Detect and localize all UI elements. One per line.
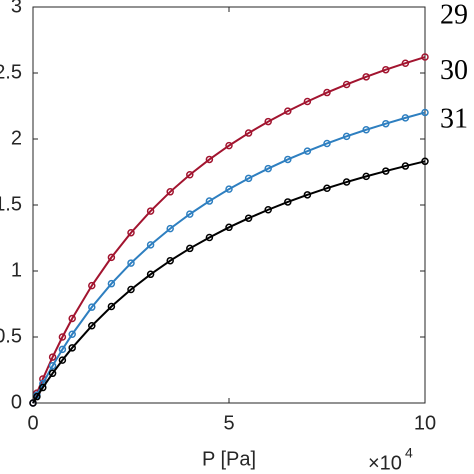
x-exponent: 4 — [405, 445, 413, 461]
series-line — [32, 111, 426, 404]
data-point — [225, 185, 233, 193]
y-tick-label: 3 — [11, 0, 22, 17]
data-point — [401, 162, 410, 170]
data-point — [146, 270, 155, 279]
data-point — [225, 141, 233, 150]
data-point — [68, 330, 76, 338]
data-point — [205, 197, 214, 205]
data-point — [421, 108, 429, 117]
data-point — [146, 207, 155, 215]
x-tick-label: 10 — [414, 412, 436, 434]
data-point — [127, 259, 135, 267]
data-point — [264, 206, 272, 214]
plot-frame — [32, 6, 426, 404]
y-tick-label: 2.5 — [0, 61, 22, 83]
series-label: 31 — [440, 104, 468, 135]
data-point — [186, 244, 194, 253]
data-point — [166, 224, 174, 233]
data-point — [127, 285, 135, 294]
data-point — [264, 164, 272, 173]
x-tick-label: 0 — [27, 412, 38, 434]
data-point — [342, 132, 351, 141]
data-point — [342, 178, 351, 186]
data-point — [303, 147, 312, 155]
data-point — [362, 73, 370, 81]
data-point — [58, 356, 67, 364]
y-tick-label: 1 — [11, 259, 22, 281]
data-point — [362, 126, 370, 134]
data-point — [284, 107, 292, 115]
data-point — [58, 345, 67, 354]
data-point — [186, 210, 194, 218]
data-point — [284, 155, 292, 164]
y-tick-label: 2 — [11, 127, 22, 149]
data-point — [225, 223, 233, 232]
data-point — [127, 228, 135, 237]
x-tick-label: 5 — [223, 412, 234, 434]
data-point — [244, 214, 253, 222]
data-point — [39, 383, 47, 392]
x-axis-label: P [Pa] — [202, 448, 256, 470]
data-point — [421, 157, 429, 166]
data-point — [303, 191, 312, 199]
data-point — [186, 171, 194, 179]
data-point — [48, 369, 57, 378]
data-point — [382, 65, 390, 74]
y-tick-label: 0.5 — [0, 325, 22, 347]
data-point — [107, 279, 116, 288]
data-point — [421, 53, 429, 61]
data-point — [88, 303, 96, 311]
data-point — [382, 167, 390, 175]
data-point — [166, 256, 174, 265]
data-point — [382, 119, 390, 128]
data-point — [401, 59, 410, 67]
data-point — [29, 399, 37, 407]
data-point — [58, 333, 67, 341]
data-point — [303, 97, 312, 106]
y-tick-label: 0 — [11, 391, 22, 413]
x-multiplier: ×10 — [368, 452, 402, 474]
data-point — [48, 353, 57, 361]
data-point — [342, 80, 351, 89]
data-point — [284, 198, 292, 206]
data-point — [88, 281, 96, 290]
data-point — [264, 117, 272, 126]
data-point — [146, 241, 155, 249]
data-point — [362, 172, 370, 181]
data-point — [107, 253, 116, 262]
data-point — [68, 344, 76, 352]
data-point — [68, 314, 76, 323]
data-point — [323, 139, 331, 148]
data-point — [107, 302, 116, 311]
series-label: 30 — [440, 55, 468, 86]
data-point — [88, 322, 96, 330]
data-point — [323, 88, 331, 97]
data-point — [166, 188, 174, 196]
data-point — [244, 174, 253, 183]
data-point — [48, 362, 57, 370]
data-point — [323, 184, 331, 192]
y-tick-label: 1.5 — [0, 193, 22, 215]
data-point — [244, 129, 253, 137]
data-point — [205, 233, 214, 242]
data-point — [205, 155, 214, 164]
series-label: 29 — [440, 0, 468, 30]
data-point — [33, 392, 41, 401]
data-point — [401, 114, 410, 122]
